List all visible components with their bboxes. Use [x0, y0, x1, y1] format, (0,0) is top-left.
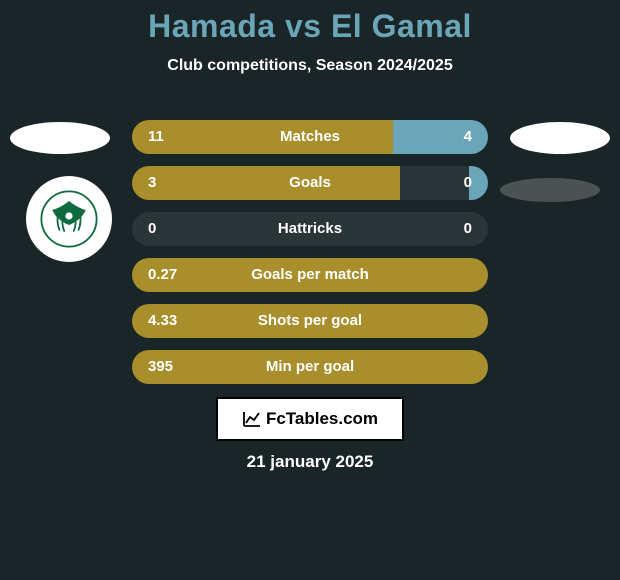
chart-icon	[242, 409, 262, 429]
stat-label: Goals	[132, 166, 488, 200]
comparison-subtitle: Club competitions, Season 2024/2025	[0, 57, 620, 75]
stat-label: Matches	[132, 120, 488, 154]
comparison-title: Hamada vs El Gamal	[0, 8, 620, 45]
stat-row: 30Goals	[132, 166, 488, 200]
brand-text: FcTables.com	[266, 409, 378, 429]
stat-label: Min per goal	[132, 350, 488, 384]
player2-slot-shadow	[500, 178, 600, 202]
stat-label: Shots per goal	[132, 304, 488, 338]
stat-row: 395Min per goal	[132, 350, 488, 384]
brand-badge: FcTables.com	[216, 397, 404, 441]
player1-slot-ellipse	[10, 122, 110, 154]
stat-label: Goals per match	[132, 258, 488, 292]
eagle-crest-icon	[39, 189, 99, 249]
stat-row: 114Matches	[132, 120, 488, 154]
stat-row: 0.27Goals per match	[132, 258, 488, 292]
stats-panel: 114Matches 30Goals 00Hattricks 0.27Goals pe…	[132, 120, 488, 396]
player2-slot-ellipse	[510, 122, 610, 154]
footer-date: 21 january 2025	[0, 452, 620, 472]
club-logo-badge	[26, 176, 112, 262]
stat-row: 4.33Shots per goal	[132, 304, 488, 338]
stat-label: Hattricks	[132, 212, 488, 246]
stat-row: 00Hattricks	[132, 212, 488, 246]
